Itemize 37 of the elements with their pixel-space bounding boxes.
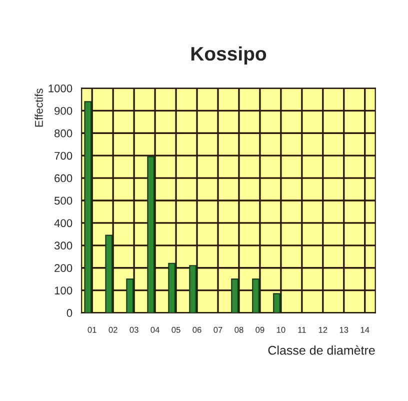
y-tick-label: 300 [54, 242, 72, 250]
chart-title: Kossipo [191, 46, 266, 64]
y-tick-label: 100 [54, 286, 72, 294]
y-tick-label: 700 [54, 152, 72, 160]
y-tick-label: 0 [66, 309, 72, 317]
x-tick-label: 03 [130, 326, 138, 333]
x-tick-label: 05 [172, 326, 180, 333]
y-axis-title: Effectifs [34, 88, 43, 127]
y-tick-label: 500 [54, 196, 72, 205]
x-tick-label: 13 [340, 326, 348, 333]
x-axis-title: Classe de diamètre [268, 345, 375, 355]
x-tick-label: 04 [150, 326, 160, 333]
x-tick-label: 06 [192, 326, 202, 333]
bar [189, 265, 197, 313]
bar [231, 278, 238, 313]
bar [273, 293, 280, 313]
x-tick-label: 07 [214, 326, 222, 333]
bar [147, 156, 155, 313]
x-tick-label: 12 [318, 326, 328, 333]
x-tick-label: 10 [276, 326, 286, 333]
bar [105, 234, 113, 313]
x-tick-label: 09 [256, 326, 264, 333]
y-tick-label: 600 [54, 174, 72, 182]
y-tick-label: 800 [54, 129, 72, 138]
bar [168, 262, 176, 313]
y-tick-label: 1000 [48, 84, 72, 92]
y-tick-label: 400 [54, 219, 72, 228]
y-tick-label: 200 [54, 264, 72, 272]
x-tick-label: 02 [108, 326, 118, 333]
bar [252, 278, 260, 313]
x-tick-label: 08 [234, 326, 244, 333]
y-tick-label: 900 [54, 106, 72, 115]
bar [84, 101, 92, 313]
x-tick-label: 11 [298, 326, 306, 333]
x-tick-label: 01 [88, 326, 96, 333]
bar [126, 278, 134, 313]
x-tick-label: 14 [360, 326, 370, 333]
